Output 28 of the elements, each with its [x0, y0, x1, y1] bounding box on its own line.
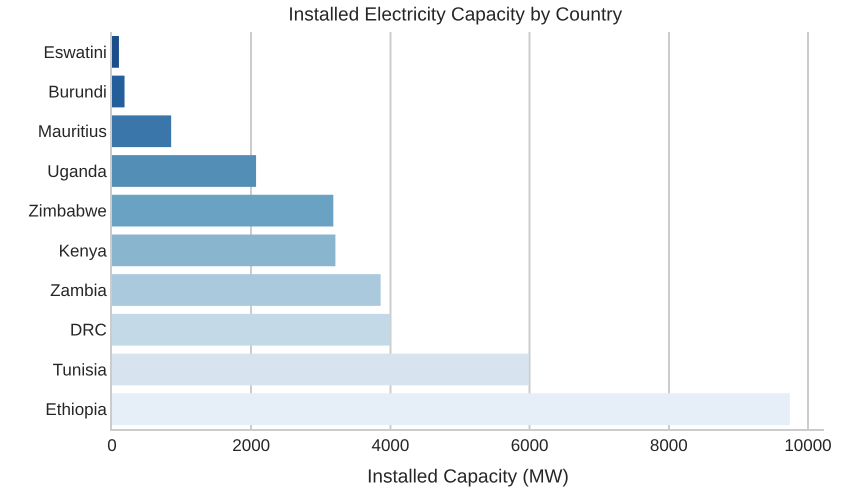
bar	[112, 354, 529, 386]
x-tick-label: 10000	[784, 436, 832, 456]
x-tick-label: 0	[107, 436, 117, 456]
y-tick-label: Ethiopia	[45, 400, 108, 420]
bar	[112, 115, 172, 148]
y-tick-label: Zambia	[50, 281, 108, 300]
x-axis-title: Installed Capacity (MW)	[367, 466, 569, 488]
chart-title: Installed Electricity Capacity by Country	[288, 4, 623, 26]
y-tick-label: Uganda	[47, 162, 108, 181]
y-tick-label: DRC	[70, 320, 107, 340]
bar	[112, 36, 119, 68]
x-tick-label: 2000	[232, 436, 270, 456]
y-tick-label: Eswatini	[44, 42, 107, 62]
bar	[112, 194, 334, 227]
bar	[112, 76, 125, 108]
x-tick-label: 4000	[371, 436, 410, 456]
y-tick-label: Kenya	[58, 241, 108, 260]
x-tick-label: 8000	[650, 436, 688, 456]
bar	[112, 234, 336, 266]
y-tick-label: Zimbabwe	[28, 202, 107, 221]
y-tick-label: Burundi	[48, 82, 107, 102]
y-tick-label: Tunisia	[52, 360, 108, 380]
bar	[112, 314, 390, 346]
x-tick-label: 6000	[510, 436, 549, 456]
bar	[112, 155, 256, 187]
bar	[112, 393, 790, 426]
y-tick-label: Mauritius	[38, 122, 107, 142]
bar	[112, 274, 381, 306]
